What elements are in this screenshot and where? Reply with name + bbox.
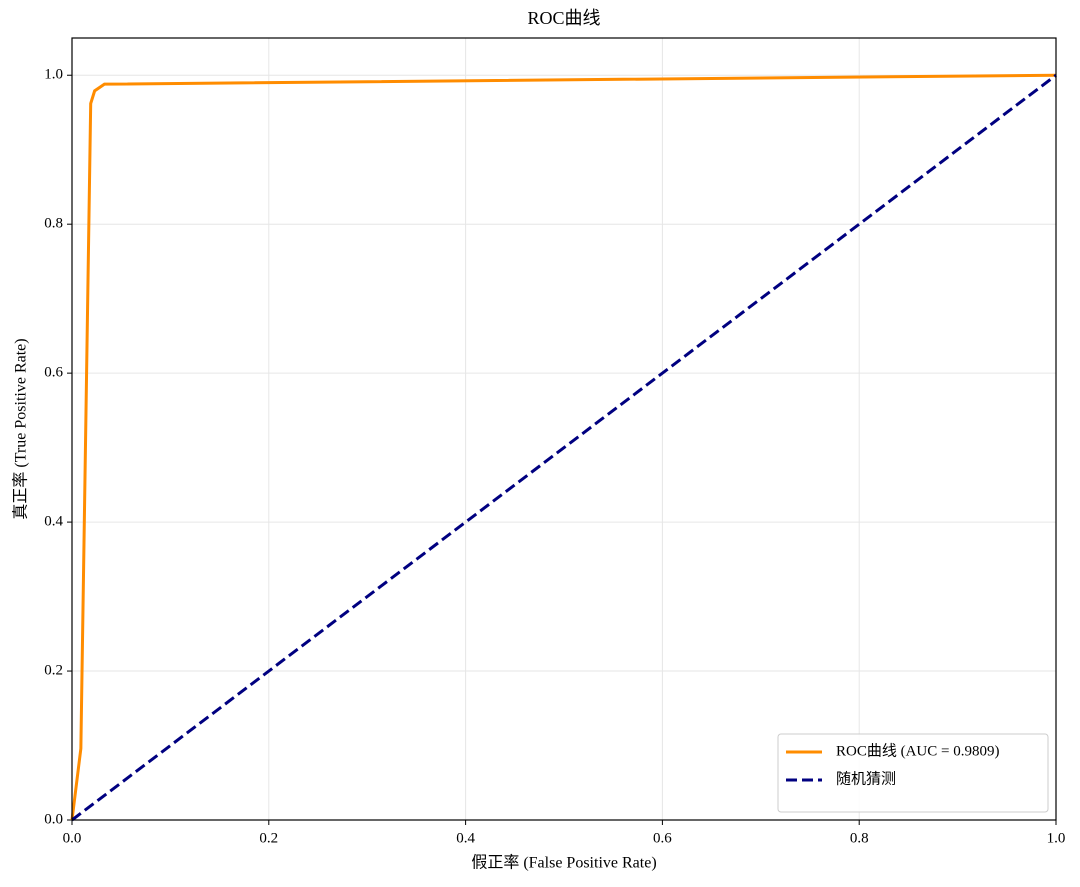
line <box>71 74 1057 822</box>
y-axis-label: 真正率 (True Positive Rate) <box>12 338 30 519</box>
legend-label: ROC曲线 (AUC = 0.9809) <box>836 742 999 759</box>
x-tick-label: 0.8 <box>850 830 869 846</box>
y-tick-label: 0.4 <box>44 514 63 530</box>
x-tick-label: 0.2 <box>259 830 278 846</box>
x-axis-label: 假正率 (False Positive Rate) <box>471 854 656 872</box>
legend-label: 随机猜测 <box>836 770 896 787</box>
y-tick-label: 1.0 <box>44 67 63 83</box>
x-tick-label: 0.6 <box>653 830 672 846</box>
y-tick-label: 0.0 <box>44 811 63 827</box>
line <box>70 73 1057 821</box>
y-tick-label: 0.6 <box>44 365 63 381</box>
x-tick-label: 0.4 <box>456 830 475 846</box>
plot-frame <box>71 37 1057 821</box>
y-tick-label: 0.2 <box>44 662 63 678</box>
chart-title: ROC曲线 <box>527 8 600 28</box>
x-tick-label: 1.0 <box>1047 830 1066 846</box>
x-tick-label: 0.0 <box>63 830 82 846</box>
y-tick-label: 0.8 <box>44 216 63 232</box>
legend-box <box>777 733 1049 813</box>
